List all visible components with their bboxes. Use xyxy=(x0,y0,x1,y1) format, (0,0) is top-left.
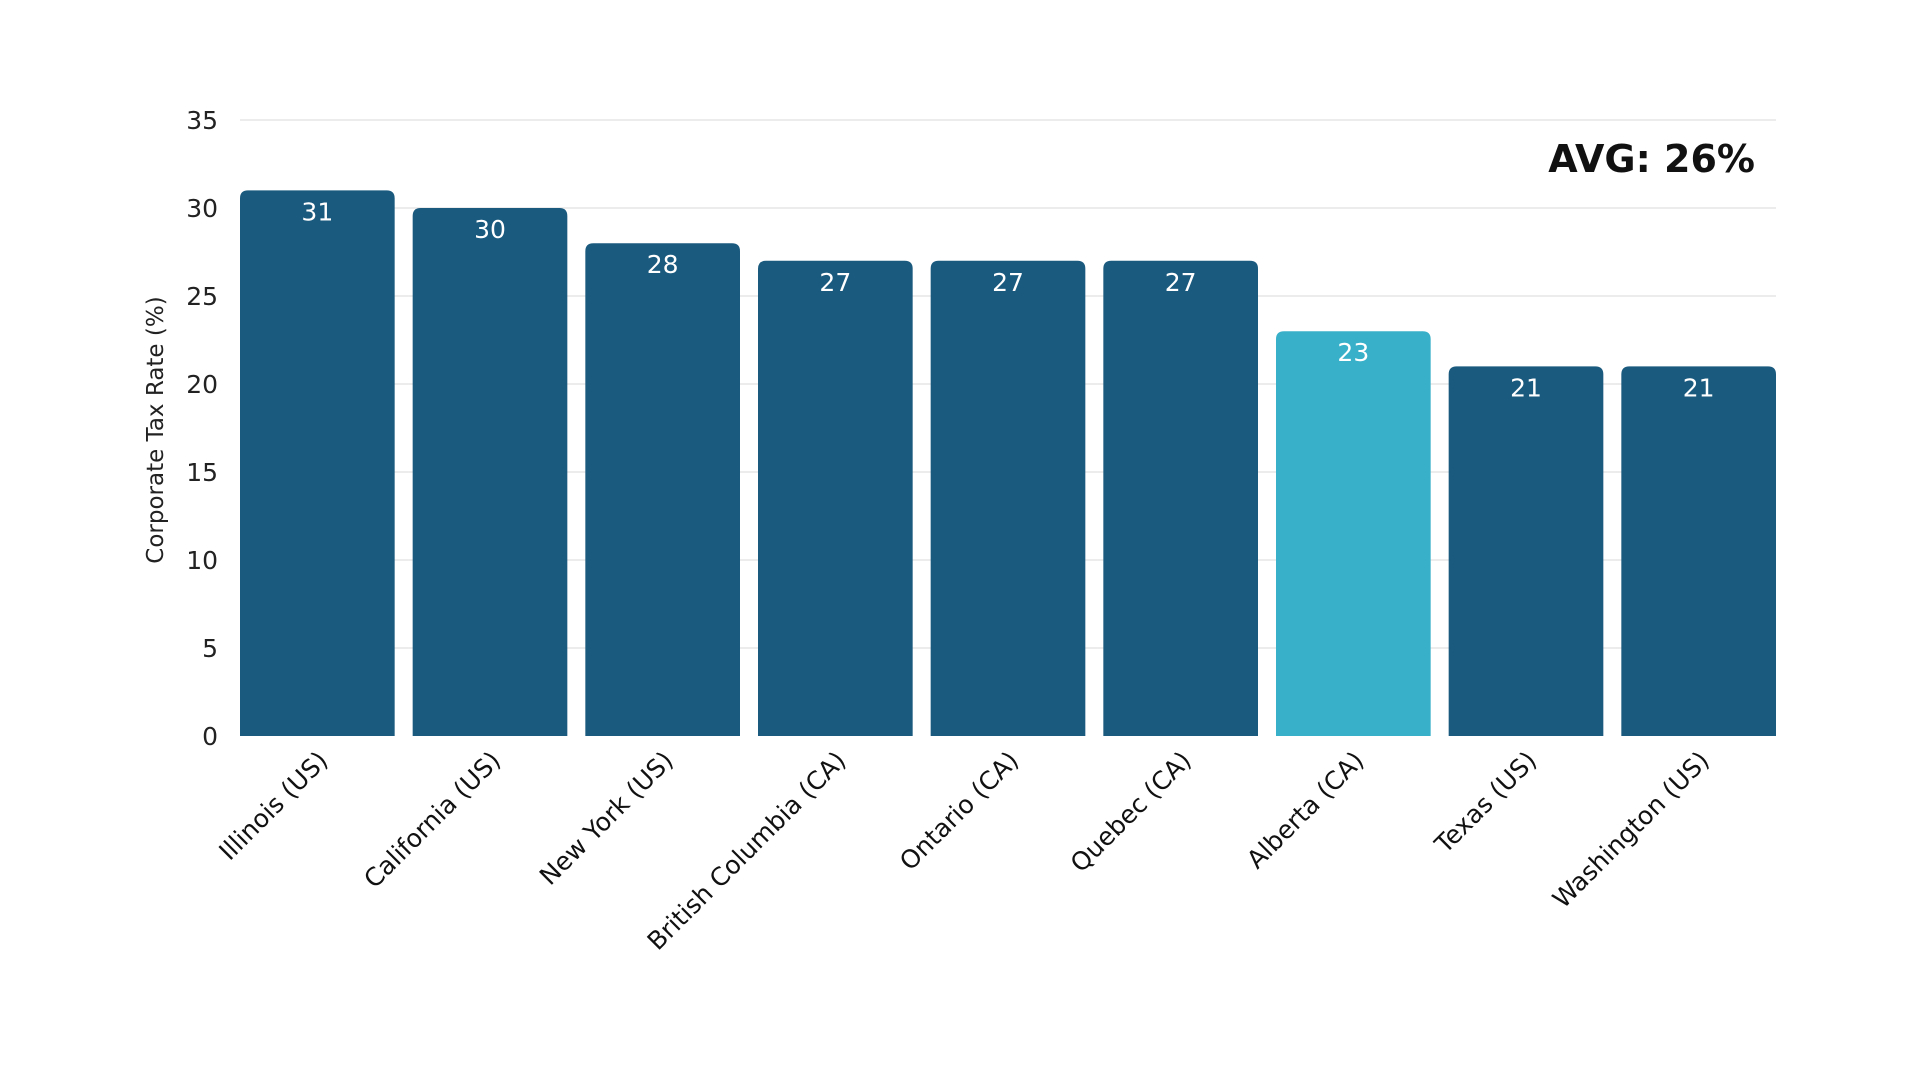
bar xyxy=(412,208,568,736)
bar xyxy=(758,260,913,736)
bar-value-label: 31 xyxy=(301,197,333,226)
bar xyxy=(1448,366,1604,736)
y-tick-label: 5 xyxy=(202,634,218,663)
y-tick-label: 15 xyxy=(186,458,218,487)
y-tick-label: 20 xyxy=(186,370,218,399)
y-tick-label: 25 xyxy=(186,282,218,311)
bar xyxy=(240,190,395,736)
x-tick-label: British Columbia (CA) xyxy=(642,746,852,956)
bar xyxy=(1276,331,1431,736)
x-tick-label: Texas (US) xyxy=(1429,746,1543,860)
bar xyxy=(930,260,1086,736)
bar-value-label: 27 xyxy=(819,268,851,297)
bar xyxy=(1621,366,1776,736)
bar-value-label: 21 xyxy=(1510,373,1542,402)
bar-value-label: 27 xyxy=(992,268,1024,297)
bar-value-label: 23 xyxy=(1337,338,1369,367)
x-tick-label: Alberta (CA) xyxy=(1241,746,1369,874)
bars: 31 30 28 27 27 27 23 21 21 xyxy=(240,190,1776,736)
y-axis-title: Corporate Tax Rate (%) xyxy=(143,296,169,563)
x-axis-labels: Illinois (US) California (US) New York (US… xyxy=(213,746,1715,956)
y-tick-label: 0 xyxy=(202,722,218,751)
y-tick-label: 30 xyxy=(186,194,218,223)
y-axis-ticks: 0 5 10 15 20 25 30 35 xyxy=(186,106,218,751)
y-tick-label: 35 xyxy=(186,106,218,135)
average-annotation: AVG: 26% xyxy=(1548,137,1755,181)
x-tick-label: Ontario (CA) xyxy=(894,746,1024,876)
x-tick-label: Washington (US) xyxy=(1547,746,1715,914)
x-tick-label: Quebec (CA) xyxy=(1065,746,1197,878)
bar-value-label: 30 xyxy=(474,215,506,244)
bar-value-label: 21 xyxy=(1683,373,1715,402)
bar-value-label: 27 xyxy=(1165,268,1197,297)
bar-value-label: 28 xyxy=(647,250,679,279)
y-tick-label: 10 xyxy=(186,546,218,575)
bar xyxy=(585,243,740,736)
x-tick-label: New York (US) xyxy=(534,746,679,891)
bar xyxy=(1103,260,1258,736)
x-tick-label: Illinois (US) xyxy=(213,746,333,866)
x-tick-label: California (US) xyxy=(358,746,506,894)
